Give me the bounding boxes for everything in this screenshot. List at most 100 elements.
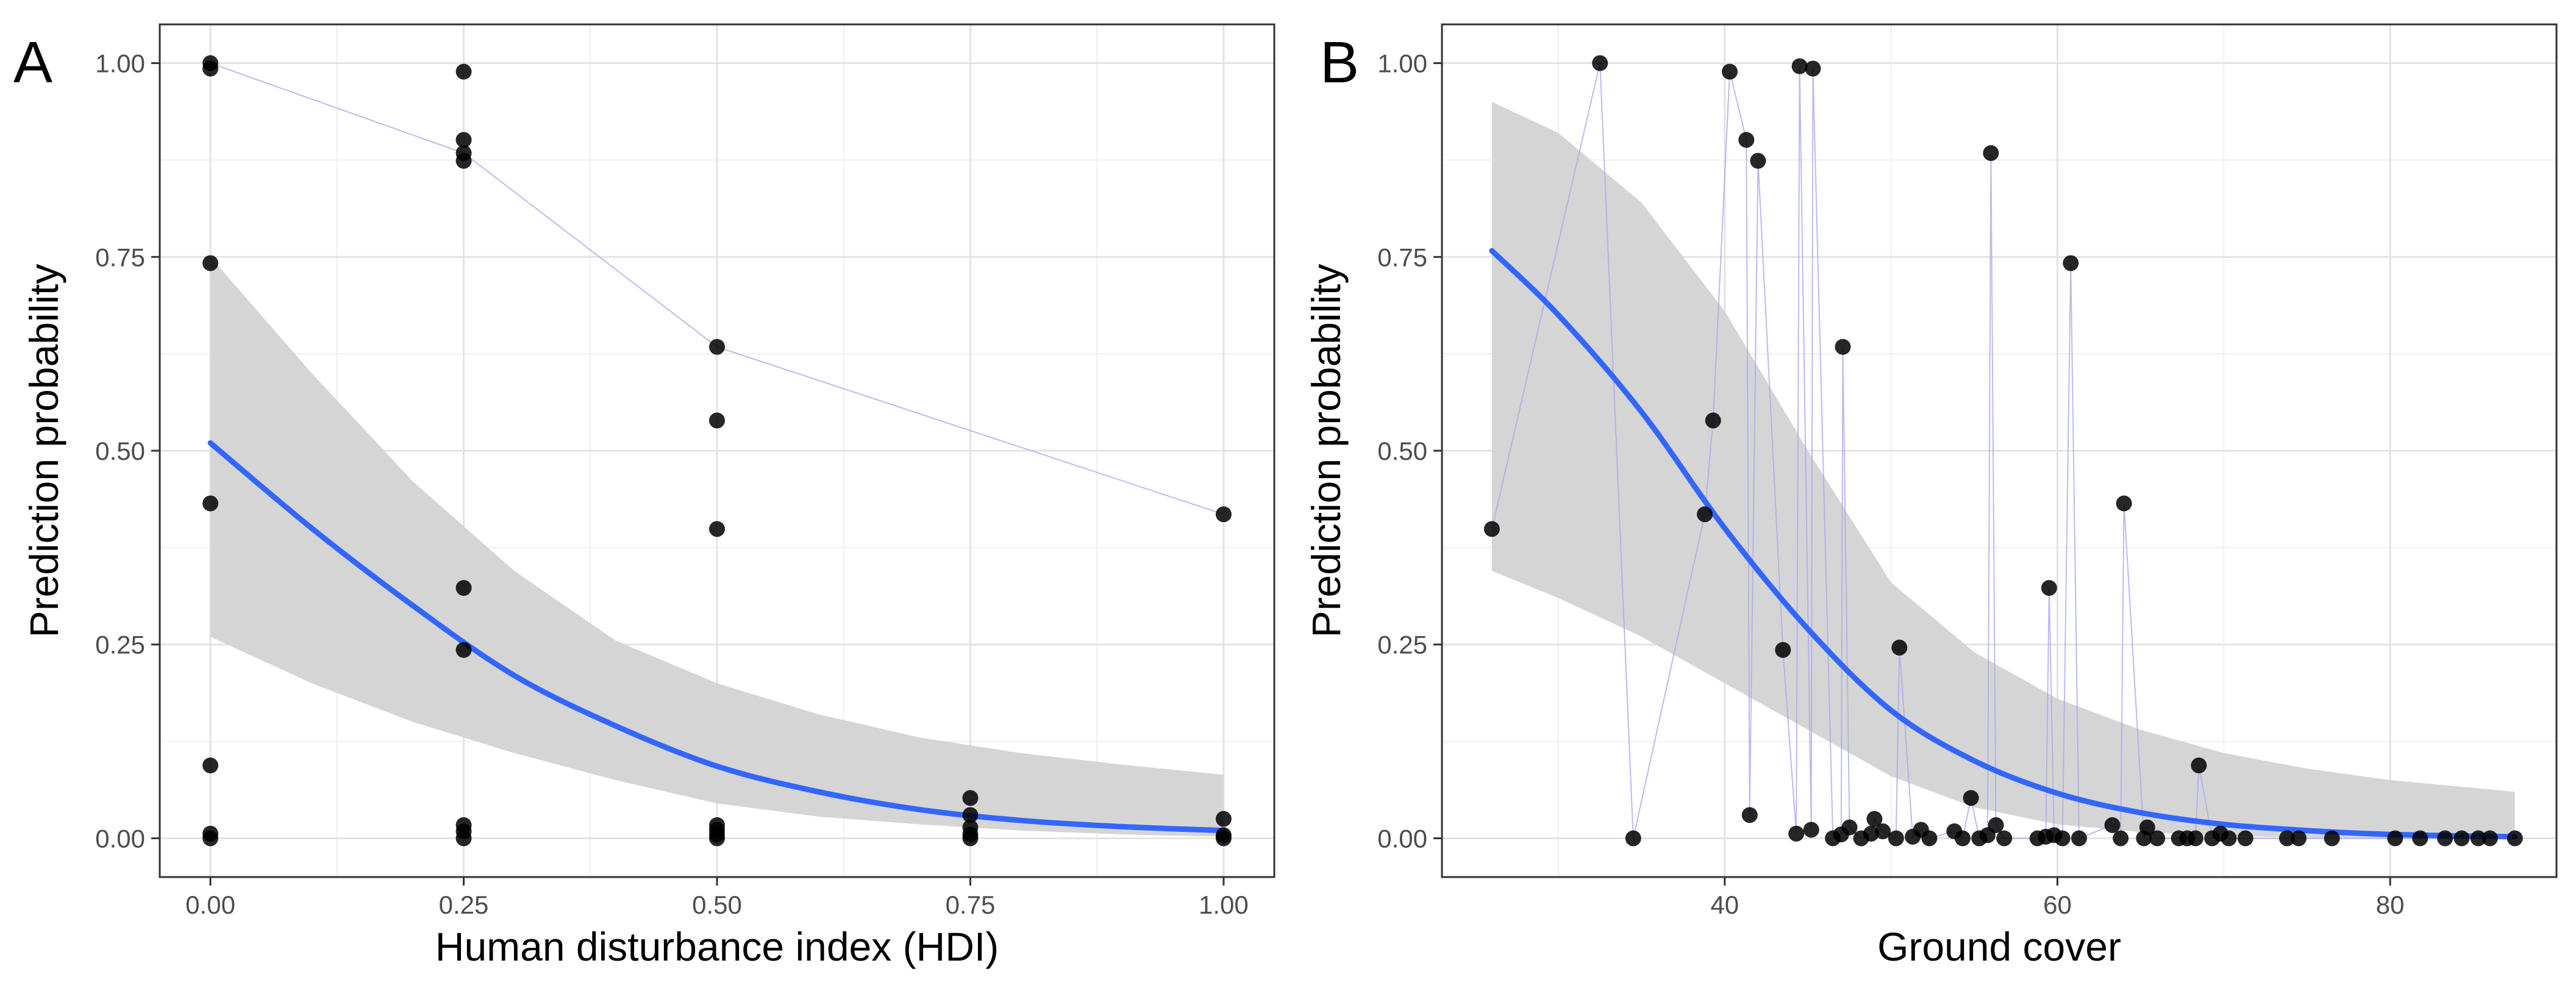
panel-b-data-point	[1750, 152, 1766, 169]
panel-b-data-point	[1866, 811, 1883, 827]
panel-b-data-point	[2279, 830, 2296, 847]
panel-b-y-tick-label: 0.00	[1377, 824, 1427, 853]
panel-b-confidence-ribbon	[1491, 102, 2515, 839]
panel-b-data-point	[1888, 830, 1904, 847]
panel-b-label: B	[1320, 30, 1359, 95]
panel-b-data-point	[2481, 830, 2498, 847]
panel-a-data-point	[709, 830, 725, 847]
panel-a-y-tick-label: 1.00	[95, 49, 145, 78]
panel-b-data-point	[2453, 830, 2470, 847]
panel-b-data-point	[2237, 830, 2253, 847]
panel-b-data-point	[2506, 830, 2523, 847]
panel-a-data-point	[962, 807, 979, 823]
panel-b-data-point	[1805, 60, 1821, 77]
panel-a-x-tick-label: 0.25	[439, 890, 489, 919]
panel-b-data-point	[2054, 830, 2071, 847]
panel-b-x-axis-title: Ground cover	[1877, 924, 2121, 969]
panel-a-fitted-curve	[207, 440, 1227, 834]
panel-b-data-point	[1697, 506, 1713, 523]
panel-b-data-point	[1625, 830, 1641, 847]
panel-b-data-point	[2104, 817, 2121, 833]
panel-b-data-point	[1592, 55, 1608, 71]
panel-a-x-tick-label: 0.75	[946, 890, 996, 919]
panel-a-confidence-ribbon	[210, 257, 1224, 837]
panel-b-data-point	[1738, 132, 1755, 148]
panel-a-data-points	[202, 55, 1232, 847]
panel-a-data-point	[455, 830, 472, 847]
panel-a-data-point	[962, 790, 979, 806]
panel-b: 40 60 80 0.00 0.25 0.50 0.75 1.00 B Prediction …	[1304, 23, 2558, 969]
panel-a-data-point	[455, 152, 472, 169]
panel-b-data-point	[1803, 822, 1819, 838]
panel-b-data-point	[2071, 830, 2087, 847]
panel-a-plot-area: 0.00 0.25 0.50 0.75 1.00 0.00 0.25 0.50 0.75 1.00	[95, 23, 1276, 919]
panel-b-y-tick-label: 1.00	[1377, 49, 1427, 78]
panel-a-data-point	[455, 63, 472, 80]
panel-b-data-point	[2149, 830, 2166, 847]
panel-b-fitted-curve	[1489, 248, 2518, 840]
panel-b-data-point	[1921, 830, 1938, 847]
panel-b-data-point	[1788, 825, 1805, 842]
panel-b-data-point	[2291, 830, 2307, 847]
panel-b-data-point	[2139, 819, 2155, 836]
panel-a-data-point	[202, 757, 219, 773]
panel-b-x-tick-label: 40	[1710, 890, 1739, 919]
panel-b-data-point	[1791, 58, 1808, 74]
panel-a-y-tick-label: 0.50	[95, 437, 145, 465]
panel-b-data-point	[2437, 830, 2453, 847]
panel-b-data-point	[2116, 495, 2132, 512]
panel-b-data-point	[1705, 412, 1721, 429]
panel-a-data-point	[202, 830, 219, 847]
panel-a-data-point	[962, 830, 979, 847]
panel-a-data-point	[709, 412, 725, 429]
panel-a-data-point	[709, 521, 725, 537]
panel-a-data-point	[202, 60, 219, 77]
panel-b-data-point	[1963, 790, 1979, 806]
panel-a-data-point	[1215, 830, 1232, 847]
panel-a-x-tick-label: 0.00	[185, 890, 235, 919]
panel-b-data-point	[1722, 63, 1738, 80]
panel-a: 0.00 0.25 0.50 0.75 1.00 0.00 0.25 0.50 0.75 1.00…	[13, 23, 1276, 969]
panel-a-x-axis-title: Human disturbance index (HDI)	[435, 924, 999, 969]
panel-b-y-tick-label: 0.25	[1377, 631, 1427, 659]
panel-b-data-points	[1483, 55, 2523, 847]
panel-b-data-point	[2324, 830, 2340, 847]
panel-b-data-point	[2063, 255, 2079, 271]
panel-b-data-point	[2387, 830, 2403, 847]
panel-a-y-tick-label: 0.25	[95, 631, 145, 659]
panel-a-x-tick-label: 0.50	[692, 890, 742, 919]
panel-a-data-point	[455, 579, 472, 596]
panel-a-label: A	[13, 30, 52, 95]
panel-b-data-point	[2470, 830, 2486, 847]
panel-b-x-tick-label: 80	[2376, 890, 2405, 919]
panel-b-data-point	[1954, 830, 1971, 847]
panel-b-data-point	[1875, 823, 1891, 840]
panel-b-plot-area: 40 60 80 0.00 0.25 0.50 0.75 1.00	[1377, 23, 2558, 919]
panel-a-data-point	[709, 338, 725, 355]
panel-b-data-point	[1775, 642, 1791, 658]
panel-a-y-tick-label: 0.75	[95, 243, 145, 271]
panel-a-data-point	[202, 255, 219, 271]
panel-b-data-point	[1983, 145, 1999, 161]
panel-b-data-point	[2187, 830, 2203, 847]
panel-a-y-tick-label: 0.00	[95, 824, 145, 853]
panel-a-data-point	[455, 132, 472, 148]
panel-a-data-point	[1215, 811, 1232, 827]
panel-a-x-tick-label: 1.00	[1199, 890, 1249, 919]
panel-b-data-point	[1891, 639, 1908, 656]
panel-a-data-point	[202, 495, 219, 512]
panel-b-data-point	[2113, 830, 2129, 847]
panel-b-data-point	[1841, 819, 1858, 836]
panel-b-axis-ticks: 40 60 80 0.00 0.25 0.50 0.75 1.00	[1377, 49, 2404, 919]
panel-a-data-point	[1215, 506, 1232, 523]
panel-b-x-tick-label: 60	[2043, 890, 2072, 919]
panel-b-data-point	[1996, 830, 2013, 847]
panel-b-data-point	[2412, 830, 2428, 847]
panel-b-data-point	[1988, 817, 2004, 833]
panel-a-y-axis-title: Prediction probability	[21, 264, 66, 638]
panel-b-y-tick-label: 0.50	[1377, 437, 1427, 465]
panel-b-data-point	[1835, 338, 1851, 355]
panel-b-data-point	[1741, 807, 1758, 823]
panel-b-data-point	[1483, 521, 1500, 537]
